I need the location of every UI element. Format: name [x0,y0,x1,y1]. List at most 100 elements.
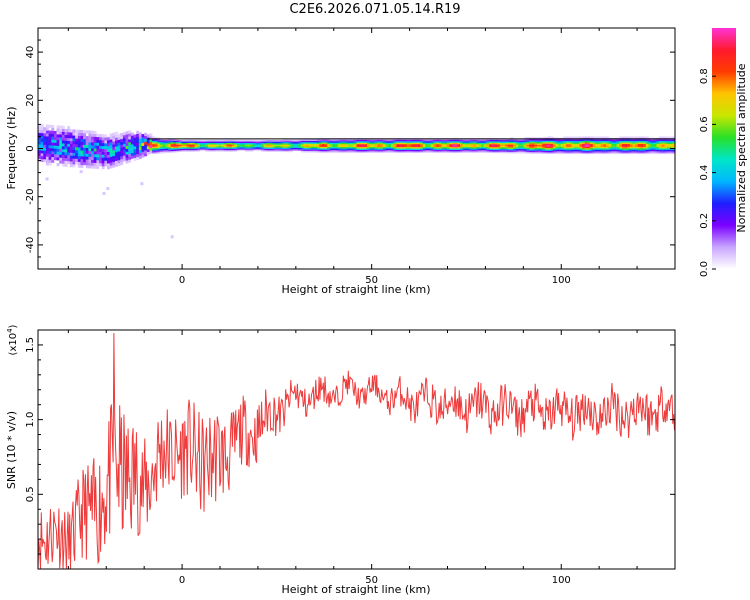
spectrogram-cell [417,146,421,149]
spectrogram-cell [605,150,609,153]
spectrogram-cell [258,144,262,146]
spectrogram-cell [48,145,52,149]
spectrogram-cell [582,143,586,146]
spectrogram-cell [645,140,649,143]
spectrogram-cell [229,139,233,142]
spectrogram-cell [659,139,663,142]
scale-exponent: 4 [6,328,14,333]
spectrogram-cell [40,135,44,139]
spectrogram-cell [83,159,87,163]
spectrogram-cell [223,139,227,142]
spectrogram-cell [343,139,347,142]
colorbar-ticks: 0.00.20.40.60.8 [699,68,716,277]
spectrogram-cell [526,140,530,142]
spectrogram-cell [99,154,102,158]
spectrogram-cell [173,139,177,141]
spectrogram-cell [319,142,323,144]
spectrogram-cell [417,149,421,152]
spectrogram-cell [165,146,169,149]
spectrogram-cell [242,139,246,142]
spectrogram-cell [343,148,347,151]
spectrogram-cell [600,136,604,139]
spectrogram-cell [141,154,145,158]
spectrogram-cell [75,135,79,139]
spectrogram-cell [292,147,296,150]
spectrogram-cell [53,148,57,152]
spectrogram-cell [51,156,55,160]
spectrogram-cell [428,145,432,148]
spectrogram-cell [632,152,636,155]
spectrogram-cell [505,141,509,144]
spectrogram-cell [83,138,87,143]
spectrogram-cell [430,141,434,143]
spectrogram-cell [629,149,633,152]
spectrogram-cell [542,143,546,146]
spectrogram-cell [226,147,230,149]
spectrogram-cell [67,152,71,156]
spectrogram-cell [69,146,73,150]
spectrogram-cell [231,149,235,152]
spectrogram-cell [507,139,511,142]
spectrogram-cell [43,153,47,157]
spectrogram-cell [279,141,283,144]
spectrogram-cell [563,136,567,139]
spectrogram-cell [197,144,201,146]
spectrogram-cell [69,155,73,159]
spectrogram-cell [547,152,551,154]
spectrogram-cell [497,151,501,154]
spectrogram-cell [544,140,548,143]
spectrogram-cell [128,147,132,151]
spectrogram-cell [183,144,187,146]
spectrogram-cell [478,145,482,148]
spectrogram-cell [298,149,302,151]
spectrogram-cell [356,149,360,152]
spectrogram-cell [149,138,153,143]
spectrogram-cell [340,151,344,153]
spectrogram-cell [356,143,360,146]
spectrogram-cell [449,139,453,142]
spectrogram-cell [560,145,564,147]
spectrogram-cell [324,139,328,142]
spectrogram-cell [324,143,328,146]
spectrogram-cell [279,144,283,147]
spectrogram-cell [446,146,450,149]
spectrogram-cell [590,142,594,144]
spectrogram-cell [523,147,527,150]
spectrogram-cell [635,150,639,153]
spectrogram-cell [67,146,71,150]
spectrogram-cell [223,141,227,144]
spectrogram-cell [306,143,310,146]
spectrogram-cell [141,151,145,155]
spectrogram-cell [345,149,349,152]
spectrogram-cell [183,148,187,151]
spectrogram-cell [67,140,71,144]
spectrogram-cell [157,140,161,143]
spectrogram-cell [255,148,259,151]
spectrogram-cell [239,147,243,149]
spectrogram-cell [178,142,182,145]
spectrogram-cell [515,140,519,142]
spectrogram-cell [534,144,538,147]
spectrogram-cell [640,140,644,143]
spectrogram-cell [544,144,548,147]
spectrogram-cell [552,142,556,144]
spectrogram-cell [69,140,73,145]
spectrogram-cell [531,143,535,145]
spectrogram-cell [462,148,466,151]
spectrogram-cell [72,135,76,139]
spectrogram-cell [534,141,538,144]
spectrogram-cell [160,141,164,144]
spectrogram-cell [375,151,379,153]
spectrogram-cell [518,145,522,148]
spectrogram-cell [351,146,355,149]
spectrogram-cell [268,140,272,142]
spectrogram-cell [486,139,490,142]
spectrogram-cell [526,143,530,145]
spectrogram-cell [592,142,596,144]
spectrogram-cell [653,146,657,149]
spectrogram-cell [104,151,108,155]
spectrogram-cell [574,150,578,153]
spectrogram-cell [425,146,429,149]
spectrogram-cell [523,148,527,151]
spectrogram-cell [616,143,620,146]
